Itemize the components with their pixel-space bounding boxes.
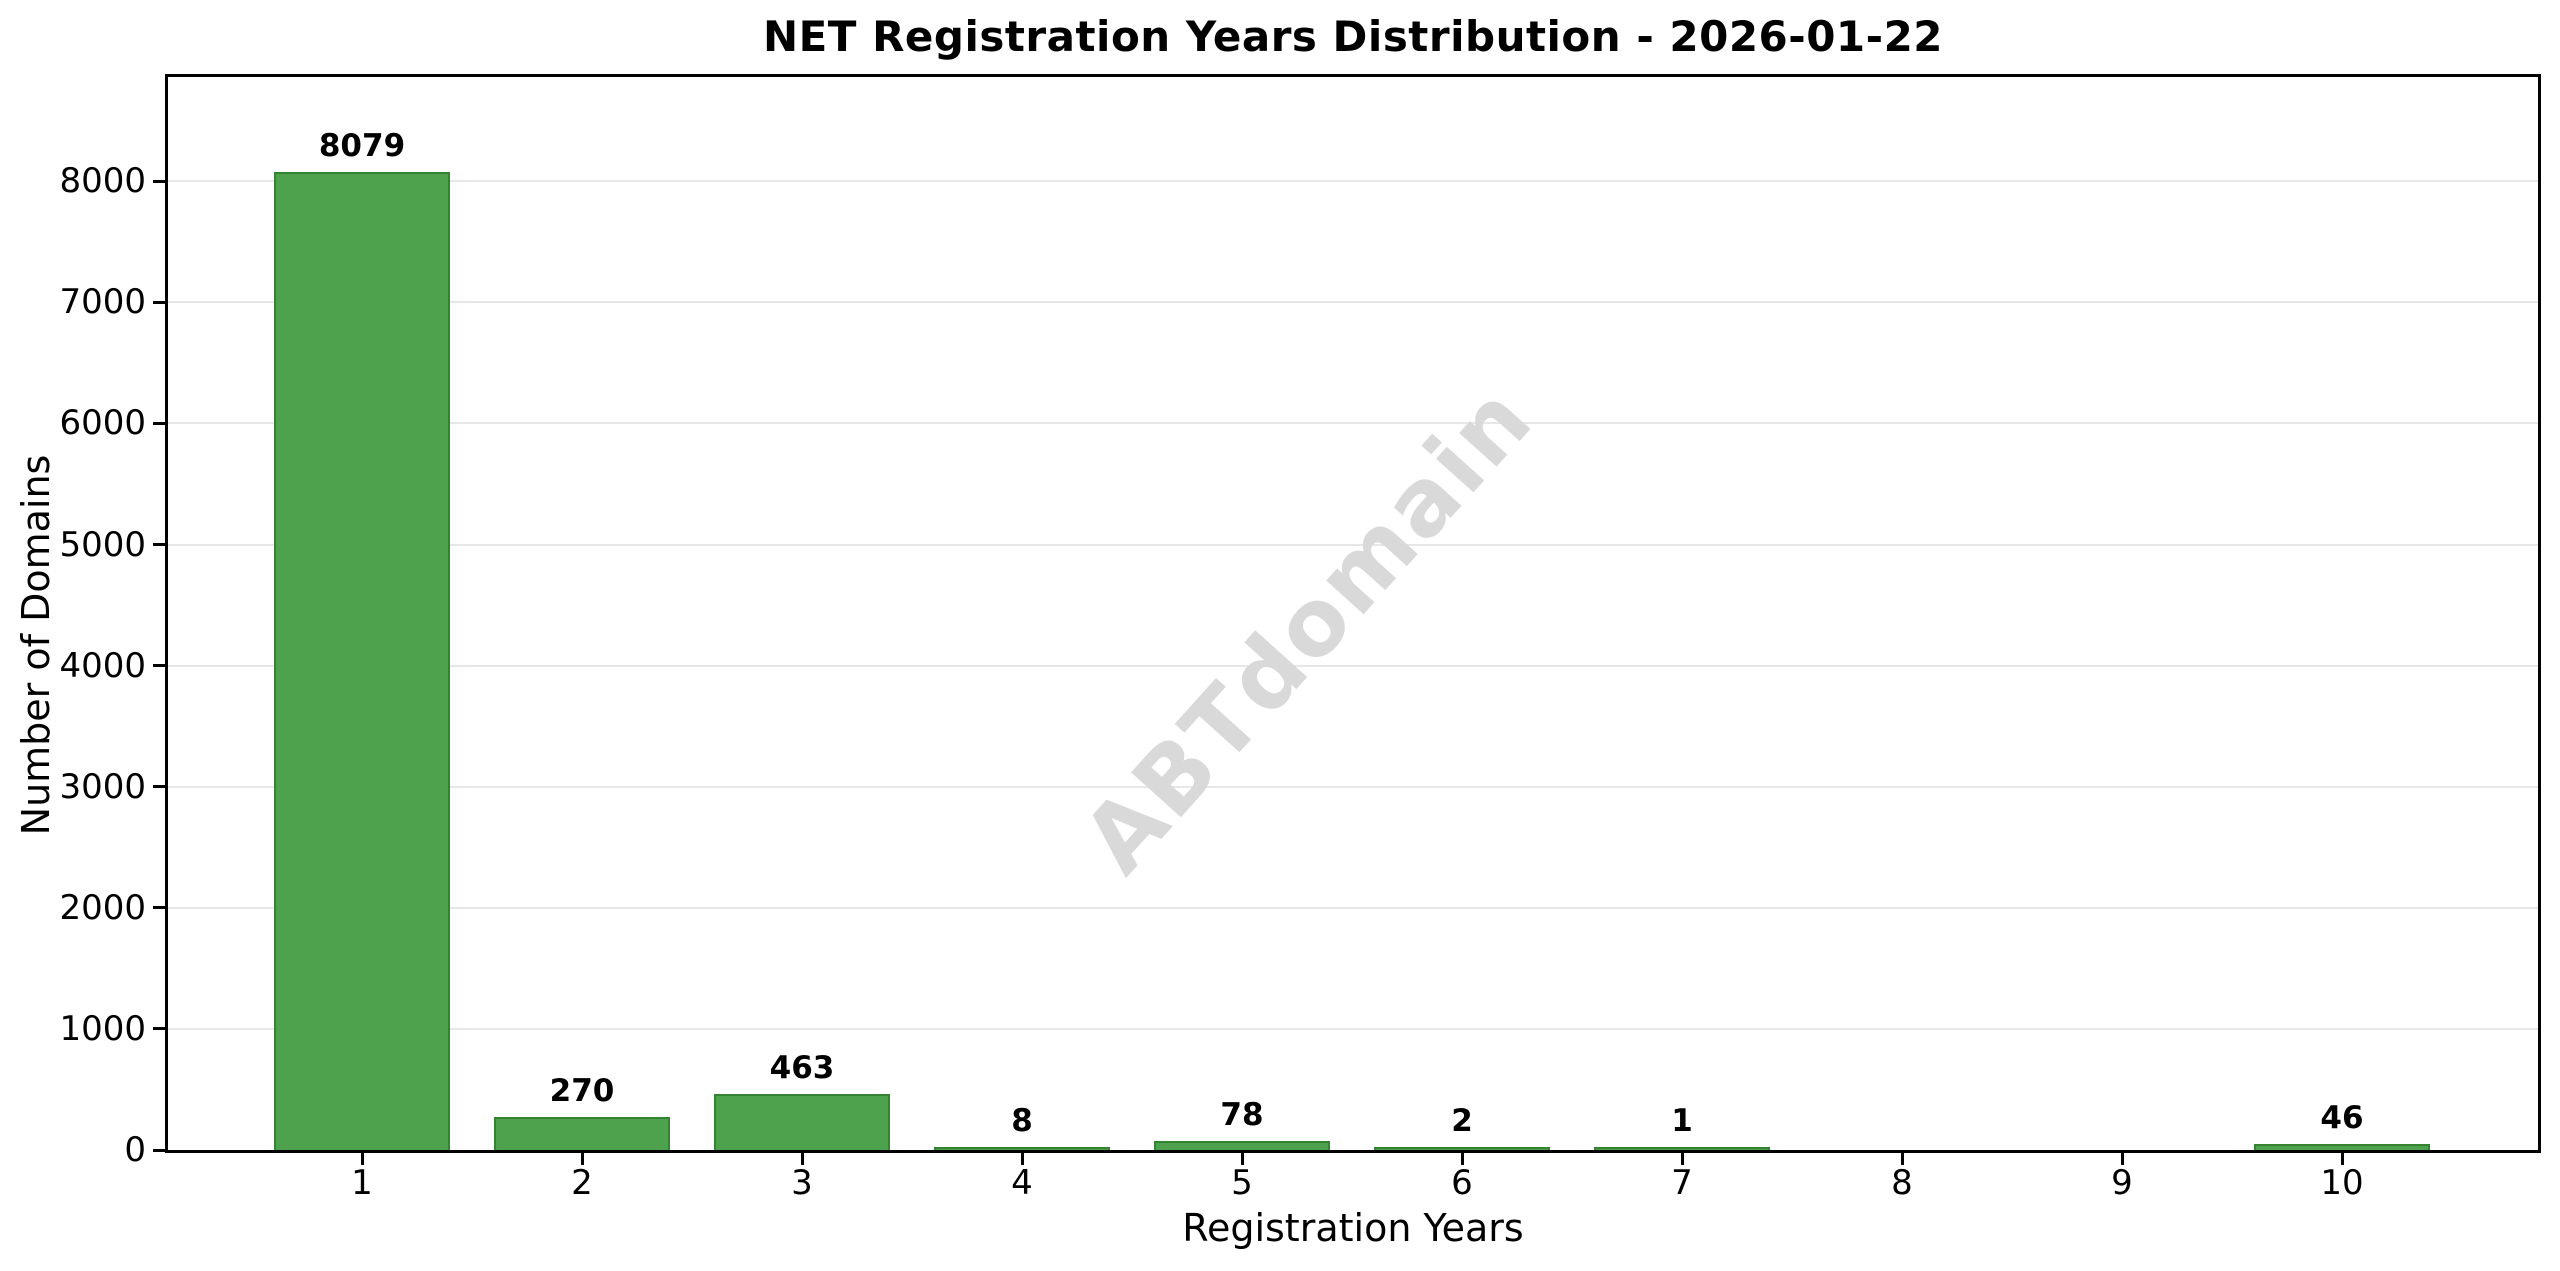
bar-value-label: 270: [549, 1073, 615, 1109]
x-axis-title: Registration Years: [1182, 1206, 1524, 1250]
gridline: [168, 301, 2538, 304]
bar: [1154, 1141, 1330, 1150]
x-tick: [1240, 1153, 1244, 1165]
bar-value-label: 78: [1220, 1097, 1264, 1133]
y-tick: [153, 543, 165, 546]
x-tick: [1020, 1153, 1024, 1165]
x-tick: [2340, 1153, 2344, 1165]
bar: [1374, 1147, 1550, 1150]
x-tick-label: 4: [1011, 1163, 1033, 1203]
y-tick: [153, 179, 165, 183]
y-tick: [153, 785, 165, 789]
gridline: [168, 785, 2538, 788]
x-tick-label: 7: [1671, 1163, 1693, 1203]
gridline: [168, 180, 2538, 183]
y-tick: [153, 906, 165, 910]
x-tick: [1460, 1153, 1464, 1165]
bar-value-label: 8079: [318, 128, 406, 164]
bar-value-label: 8: [1011, 1103, 1033, 1139]
x-tick: [360, 1153, 364, 1165]
gridline: [168, 1027, 2538, 1030]
y-tick: [153, 1148, 165, 1152]
bar-value-label: 1: [1671, 1103, 1693, 1139]
chart-title: NET Registration Years Distribution - 20…: [762, 12, 1944, 61]
bar: [2254, 1144, 2430, 1150]
bar-value-label: 2: [1451, 1103, 1473, 1139]
y-tick-label: 8000: [59, 161, 146, 202]
x-tick-label: 5: [1231, 1163, 1253, 1203]
x-tick: [580, 1153, 584, 1165]
x-tick: [1900, 1153, 1904, 1165]
y-tick-label: 0: [124, 1130, 146, 1170]
y-tick-label: 6000: [59, 403, 146, 444]
gridline: [168, 906, 2538, 909]
x-tick-label: 9: [2111, 1163, 2133, 1203]
y-tick: [153, 300, 165, 304]
bar: [494, 1117, 670, 1150]
plot-area: ABTdomain 0 1000 2000 3000 4000 5000 6000 7000 8…: [59, 74, 2541, 1200]
y-tick: [153, 664, 165, 668]
x-tick-label: 1: [351, 1163, 373, 1203]
x-tick: [1680, 1153, 1684, 1165]
y-tick: [153, 421, 165, 425]
y-tick-label: 1000: [59, 1008, 146, 1049]
x-tick: [800, 1153, 804, 1165]
gridline: [168, 664, 2538, 667]
x-tick-label: 2: [571, 1163, 593, 1203]
x-tick-label: 10: [2320, 1163, 2364, 1203]
y-tick-label: 2000: [59, 887, 146, 928]
bar-value-label: 463: [769, 1050, 835, 1086]
y-tick-label: 7000: [59, 282, 146, 323]
bar: [1594, 1147, 1770, 1150]
x-tick: [2120, 1153, 2124, 1165]
y-tick-label: 5000: [59, 524, 146, 565]
gridline: [168, 543, 2538, 546]
y-tick-label: 3000: [59, 766, 146, 807]
x-tick-label: 3: [791, 1163, 813, 1203]
bar-value-label: 46: [2320, 1100, 2364, 1136]
y-tick-label: 4000: [59, 645, 146, 686]
gridline: [168, 422, 2538, 425]
bar: [714, 1094, 890, 1150]
x-tick-label: 8: [1891, 1163, 1913, 1203]
bar: [274, 172, 450, 1150]
bar: [934, 1147, 1110, 1150]
y-tick: [153, 1027, 165, 1031]
x-tick-label: 6: [1451, 1163, 1473, 1203]
watermark: ABTdomain: [1062, 364, 1554, 894]
